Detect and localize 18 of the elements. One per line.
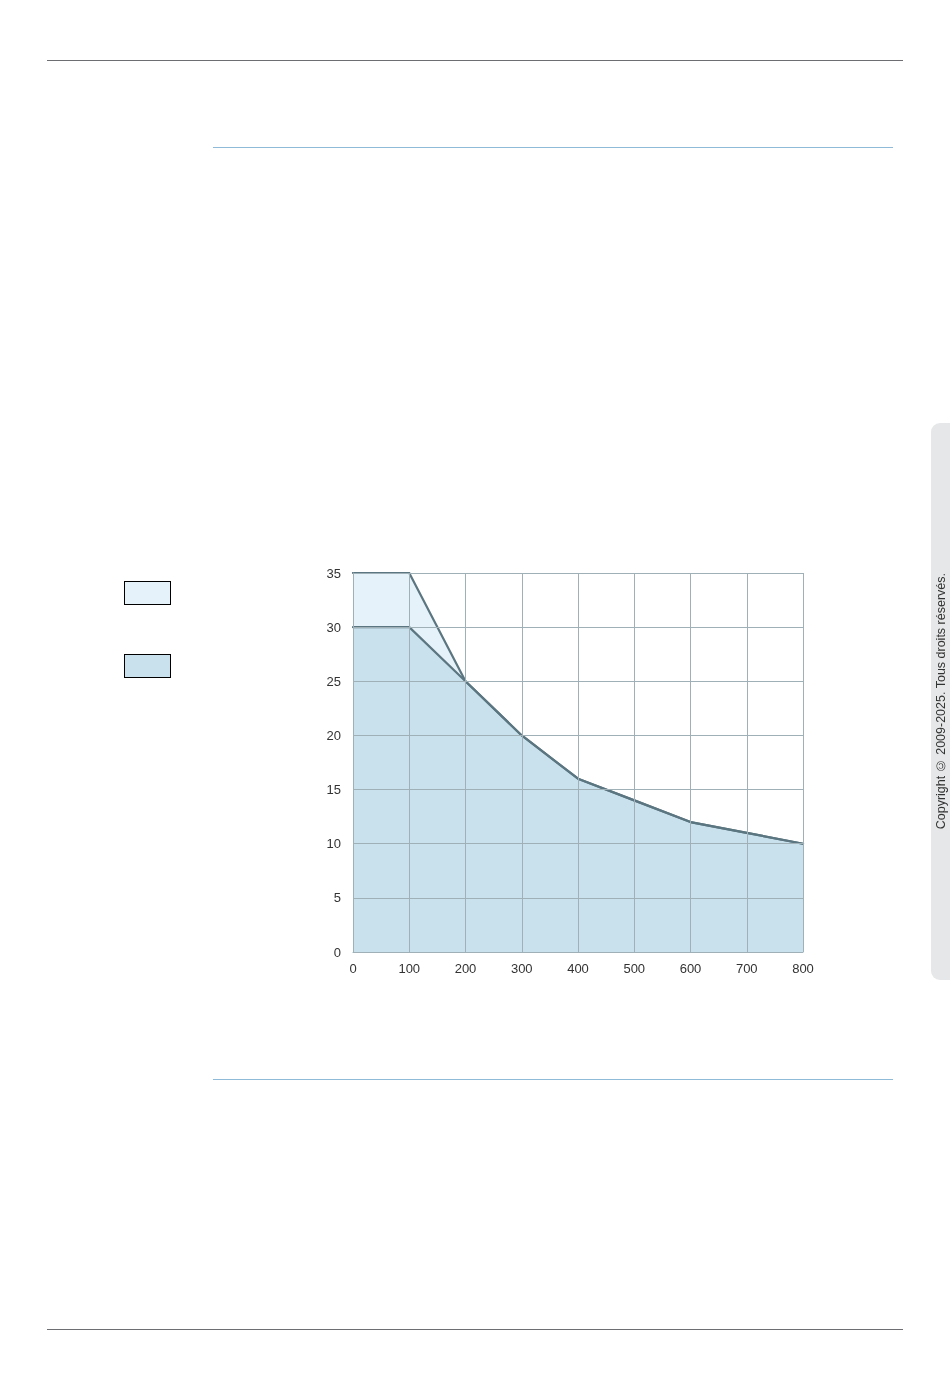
y-tick-label: 15 [326,782,341,798]
y-tick-label: 35 [326,565,341,581]
x-tick-label: 400 [567,961,589,976]
y-tick-label: 30 [326,619,341,635]
x-tick-label: 200 [454,961,477,976]
y-tick-label: 0 [333,944,341,960]
y-tick-label: 10 [326,836,341,852]
x-tick-label: 0 [349,961,357,976]
x-tick-label: 500 [623,961,646,976]
y-tick-label: 20 [326,727,341,743]
side-tab: Copyright © 2009-2025. Tous droits réservés. [931,423,950,980]
x-tick-label: 700 [735,961,758,976]
y-tick-label: 5 [333,890,341,906]
y-tick-label: 25 [326,673,341,689]
x-tick-label: 300 [510,961,533,976]
x-tick-label: 100 [398,961,421,976]
x-tick-label: 600 [679,961,702,976]
x-tick-label: 800 [792,961,814,976]
